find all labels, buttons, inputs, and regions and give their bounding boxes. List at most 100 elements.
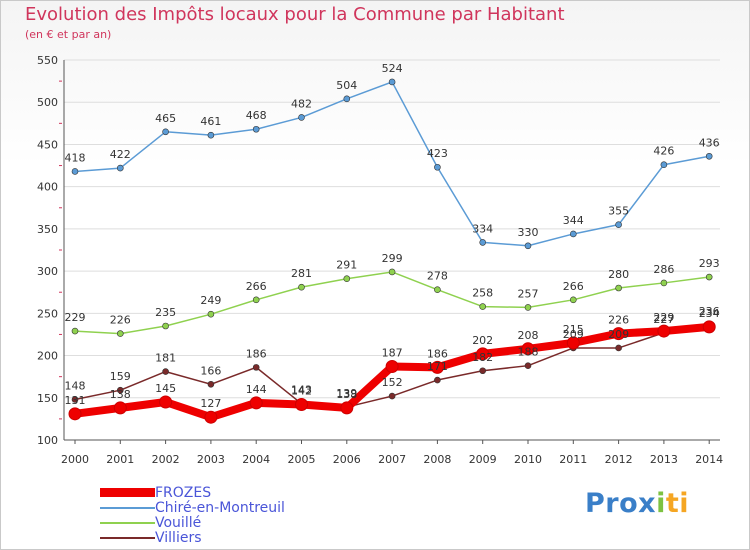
legend-item: Villiers [100,530,202,545]
y-tick-label: 200 [37,350,58,363]
data-point-frozes [385,360,399,374]
data-point-chir-en-montreuil [569,230,577,238]
data-label-frozes: 234 [699,307,720,320]
data-label-villiers: 227 [653,313,674,326]
data-label-villiers: 188 [518,346,539,359]
data-point-vouill- [434,286,441,293]
data-point-vouill- [569,296,577,304]
x-tick-label: 2002 [152,453,180,466]
data-point-villiers [162,368,169,375]
data-label-vouill-: 249 [200,294,221,307]
data-label-chir-en-montreuil: 423 [427,147,448,160]
x-tick-label: 2007 [378,453,406,466]
data-label-chir-en-montreuil: 468 [246,109,267,122]
data-label-chir-en-montreuil: 465 [155,112,176,125]
y-tick-label: 100 [37,434,58,447]
data-point-vouill- [524,304,532,311]
data-point-vouill- [207,310,215,318]
data-point-frozes [204,410,218,424]
data-label-chir-en-montreuil: 436 [699,136,720,149]
data-point-chir-en-montreuil [388,78,396,86]
x-tick-label: 2009 [469,453,497,466]
data-label-vouill-: 281 [291,267,312,280]
data-point-frozes [340,401,354,415]
data-label-frozes: 138 [110,388,131,401]
legend-label: Vouillé [155,514,202,531]
data-point-villiers [615,344,622,352]
data-point-villiers [388,392,396,400]
y-tick-label: 250 [37,307,58,320]
legend-item: Chiré-en-Montreuil [100,500,285,515]
data-point-vouill- [117,330,124,337]
legend-swatch [100,488,155,497]
data-label-frozes: 142 [291,385,312,398]
x-tick-label: 2011 [559,453,587,466]
data-label-chir-en-montreuil: 461 [200,115,221,128]
data-label-villiers: 171 [427,360,448,373]
x-tick-label: 2008 [423,453,451,466]
data-point-vouill- [615,284,622,292]
data-point-chir-en-montreuil [117,164,124,172]
data-label-frozes: 208 [518,329,539,342]
data-point-frozes [159,395,173,409]
legend-swatch [100,521,155,524]
data-point-chir-en-montreuil [479,239,487,246]
data-label-vouill-: 293 [699,257,720,270]
data-point-villiers [524,362,532,369]
data-point-frozes [702,320,716,334]
data-point-chir-en-montreuil [71,168,79,175]
data-label-chir-en-montreuil: 422 [110,148,131,161]
data-label-villiers: 152 [382,376,403,389]
data-point-frozes [113,401,127,415]
data-point-frozes [566,336,580,350]
data-label-villiers: 143 [291,384,312,397]
y-tick-label: 500 [37,96,58,109]
chart-title: Evolution des Impôts locaux pour la Comm… [25,4,565,25]
legend-item: FROZES [100,485,211,500]
data-label-vouill-: 278 [427,270,448,283]
data-point-villiers [252,364,260,371]
x-tick-label: 2001 [106,453,134,466]
x-tick-label: 2005 [288,453,316,466]
series-line-chir-en-montreuil [74,81,710,247]
data-point-villiers [207,380,215,388]
data-point-chir-en-montreuil [207,131,215,139]
data-label-frozes: 202 [472,334,493,347]
data-label-frozes: 127 [200,397,221,410]
data-point-chir-en-montreuil [434,163,441,171]
data-label-frozes: 186 [427,347,448,360]
data-label-villiers: 148 [65,379,86,392]
data-label-chir-en-montreuil: 418 [65,151,86,164]
data-point-chir-en-montreuil [705,152,713,160]
data-label-frozes: 226 [608,314,629,327]
data-point-chir-en-montreuil [298,114,305,121]
data-label-vouill-: 266 [246,280,267,293]
x-tick-label: 2000 [61,453,89,466]
data-label-villiers: 182 [472,351,493,364]
x-tick-label: 2013 [650,453,678,466]
data-label-chir-en-montreuil: 334 [472,222,493,235]
data-label-frozes: 145 [155,382,176,395]
y-tick-label: 300 [37,265,58,278]
data-label-vouill-: 226 [110,314,131,327]
data-label-villiers: 209 [563,328,584,341]
data-label-vouill-: 286 [653,263,674,276]
data-point-vouill- [388,268,396,276]
x-tick-label: 2004 [242,453,270,466]
data-point-vouill- [660,279,668,287]
data-label-vouill-: 299 [382,252,403,265]
y-tick-label: 400 [37,181,58,194]
data-label-vouill-: 258 [472,287,493,300]
data-label-vouill-: 257 [518,287,539,300]
data-point-chir-en-montreuil [343,95,351,103]
y-tick-label: 550 [37,54,58,67]
data-label-villiers: 139 [336,387,357,400]
data-label-vouill-: 229 [65,311,86,324]
data-point-frozes [249,396,263,410]
data-label-chir-en-montreuil: 330 [518,226,539,239]
legend-label: Chiré-en-Montreuil [155,499,285,516]
x-tick-label: 2014 [695,453,723,466]
data-label-chir-en-montreuil: 426 [653,145,674,158]
data-label-frozes: 131 [65,394,86,407]
